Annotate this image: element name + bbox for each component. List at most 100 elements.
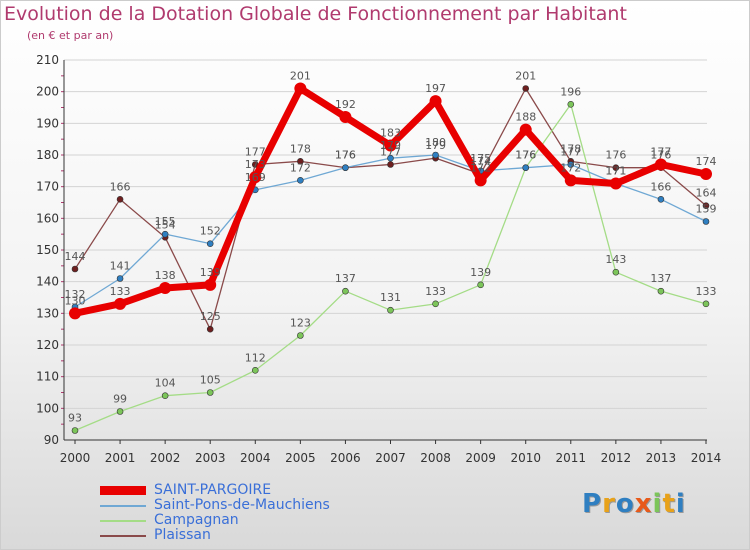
data-label: 131	[380, 291, 401, 304]
data-label: 132	[65, 288, 86, 301]
legend-label: Saint-Pons-de-Mauchiens	[154, 497, 330, 513]
data-label: 155	[155, 215, 176, 228]
data-label: 171	[605, 165, 626, 178]
data-point	[702, 300, 710, 308]
data-label: 197	[425, 82, 446, 95]
data-label: 171	[605, 165, 626, 178]
x-tick-label: 2006	[330, 451, 361, 465]
data-point	[522, 164, 530, 171]
logo-letter: i	[652, 489, 663, 519]
data-label: 201	[290, 70, 311, 83]
data-label: 166	[110, 180, 131, 193]
data-label: 176	[335, 149, 356, 162]
data-label: 169	[245, 171, 266, 184]
y-tick-label: 180	[36, 148, 59, 162]
y-tick-label: 130	[36, 306, 59, 320]
y-tick-label: 150	[36, 243, 59, 257]
data-point	[116, 196, 124, 203]
data-label: 174	[696, 155, 717, 168]
data-point	[384, 139, 397, 152]
logo-letter: x	[634, 489, 653, 519]
data-label: 175	[470, 152, 491, 165]
data-label: 125	[200, 310, 221, 323]
y-tick-label: 100	[36, 401, 59, 415]
data-point	[161, 392, 169, 399]
data-label: 176	[515, 149, 536, 162]
data-label: 130	[65, 294, 86, 307]
data-label: 93	[68, 412, 82, 425]
legend-swatch	[100, 486, 146, 495]
data-point	[161, 230, 169, 238]
data-label: 104	[155, 377, 176, 390]
data-label: 172	[290, 161, 311, 174]
data-label: 176	[335, 149, 356, 162]
proxiti-logo: Proxiti	[582, 489, 686, 519]
x-tick-label: 2011	[556, 451, 587, 465]
data-point	[206, 389, 214, 396]
data-label: 105	[200, 374, 221, 387]
data-label: 177	[380, 146, 401, 159]
data-label: 133	[110, 285, 131, 298]
y-tick-label: 190	[36, 116, 59, 130]
data-point	[654, 158, 667, 171]
data-label: 179	[425, 139, 446, 152]
data-point	[297, 158, 304, 165]
data-label: 173	[245, 158, 266, 171]
data-label: 139	[470, 266, 491, 279]
legend-swatch	[100, 534, 146, 537]
x-tick-label: 2007	[375, 451, 406, 465]
x-tick-label: 2002	[150, 451, 181, 465]
logo-letter: r	[602, 489, 616, 519]
data-label: 176	[650, 149, 671, 162]
data-point	[522, 85, 530, 92]
x-tick-label: 2009	[465, 451, 496, 465]
x-tick-label: 2004	[240, 451, 271, 465]
data-label: 174	[470, 155, 491, 168]
data-label: 144	[65, 250, 86, 263]
data-point	[342, 287, 349, 295]
data-label: 159	[696, 203, 717, 216]
data-point	[206, 240, 214, 247]
data-point	[204, 278, 217, 291]
data-label: 138	[155, 269, 176, 282]
data-point	[387, 306, 394, 314]
logo-letter: t	[662, 489, 676, 519]
y-tick-label: 110	[36, 370, 59, 384]
data-label: 99	[113, 393, 127, 406]
data-point	[700, 168, 712, 180]
x-tick-label: 2005	[285, 451, 316, 465]
data-point	[159, 282, 172, 294]
data-label: 196	[560, 85, 581, 98]
data-point	[116, 275, 124, 282]
data-label: 180	[425, 136, 446, 149]
data-label: 143	[605, 253, 626, 266]
data-label: 154	[155, 218, 176, 231]
data-point	[387, 161, 394, 168]
data-label: 139	[200, 266, 221, 279]
data-label: 133	[425, 285, 446, 298]
data-point	[114, 297, 127, 310]
x-tick-label: 2014	[691, 451, 722, 465]
y-tick-label: 210	[36, 53, 59, 67]
data-point	[609, 177, 622, 190]
data-label: 166	[650, 180, 671, 193]
data-point	[702, 202, 710, 209]
data-point	[474, 174, 487, 187]
legend-swatch	[100, 504, 146, 507]
data-point	[657, 196, 665, 203]
data-point	[249, 171, 262, 184]
data-label: 112	[245, 351, 266, 364]
data-label: 172	[560, 161, 581, 174]
chart-title: Evolution de la Dotation Globale de Fonc…	[4, 3, 627, 25]
data-label: 164	[696, 187, 717, 200]
x-tick-label: 2003	[195, 451, 226, 465]
legend-item: Saint-Pons-de-Mauchiens	[100, 498, 330, 513]
data-point	[251, 367, 259, 374]
data-label: 141	[110, 260, 131, 273]
legend-swatch	[100, 519, 146, 522]
data-point	[339, 111, 352, 123]
data-point	[387, 154, 394, 162]
data-point	[612, 164, 620, 171]
data-label: 137	[335, 272, 356, 285]
